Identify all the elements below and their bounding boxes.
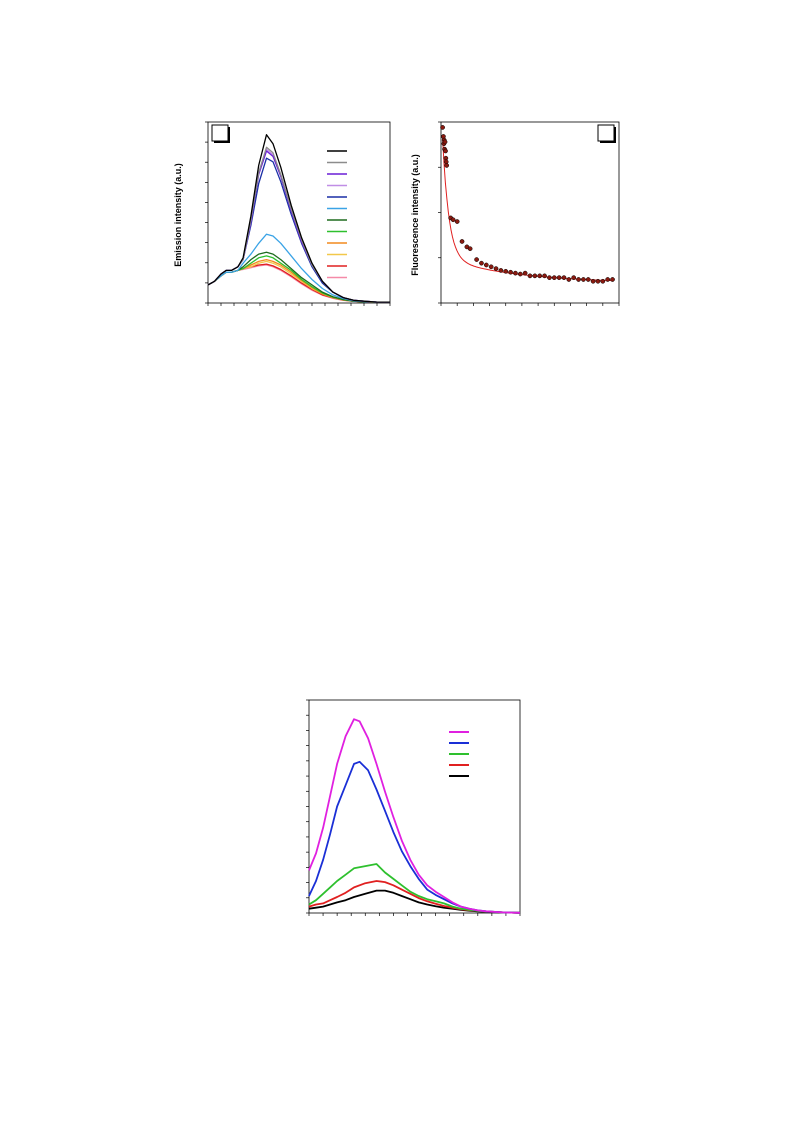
chart2-data-point-1 xyxy=(440,125,445,130)
chart2-data-point-18 xyxy=(479,260,484,266)
chart2-data-point-22 xyxy=(498,268,504,273)
chart2-data-point-27 xyxy=(522,270,528,276)
chart2-data-point-43 xyxy=(600,278,606,284)
chart2-data-point-29 xyxy=(532,273,538,279)
chart2-data-point-26 xyxy=(517,271,523,277)
chart2-data-point-38 xyxy=(576,277,581,282)
chart2-data-point-45 xyxy=(610,277,615,282)
chart2-data-point-41 xyxy=(590,278,596,284)
chart2-fit-curve xyxy=(442,138,613,282)
chart3-plot-frame xyxy=(308,699,521,914)
chart1-series-line-11 xyxy=(207,263,390,303)
chart2-data-point-6 xyxy=(442,139,448,145)
chart2-data-point-33 xyxy=(551,275,557,281)
chart2-data-point-32 xyxy=(547,275,552,281)
chart2-data-point-16 xyxy=(467,246,473,252)
chart1-panel-label-box xyxy=(211,124,229,142)
chart1-series-group xyxy=(207,134,390,303)
chart2-data-point-36 xyxy=(566,277,572,282)
chart1-series-line-6 xyxy=(207,233,390,303)
chart3-series-line-1 xyxy=(308,718,521,914)
chart2-panel-label-box xyxy=(597,124,615,142)
chart2-data-point-31 xyxy=(542,273,547,279)
chart2-data-point-19 xyxy=(483,262,489,268)
chart2-data-point-23 xyxy=(503,268,509,274)
chart2-data-point-14 xyxy=(459,239,465,244)
chart2-data-point-28 xyxy=(527,273,533,279)
chart3-series-line-2 xyxy=(308,760,521,914)
chart2-data-point-39 xyxy=(581,277,586,282)
chart2-data-point-10 xyxy=(444,163,450,168)
chart2-data-point-35 xyxy=(561,275,567,281)
chart2-data-point-42 xyxy=(595,278,601,284)
chart3-series-group xyxy=(308,718,521,914)
chart2-y-axis-title: Fluorescence intensity (a.u.) xyxy=(410,154,420,276)
chart2-data-point-37 xyxy=(571,275,577,281)
chart2-data-point-20 xyxy=(488,264,494,270)
chart3-series-line-4 xyxy=(308,880,521,914)
chart2-data-point-12 xyxy=(450,217,456,223)
chart2-data-point-13 xyxy=(454,219,460,224)
chart2-data-point-24 xyxy=(508,269,513,275)
chart2-data-point-25 xyxy=(513,270,518,276)
chart2-data-point-21 xyxy=(493,266,499,271)
chart2-data-point-30 xyxy=(537,273,543,279)
chart2-data-point-34 xyxy=(556,275,562,281)
chart1-y-axis-title: Emission intensity (a.u.) xyxy=(173,163,183,267)
chart2-data-point-44 xyxy=(605,277,611,282)
chart2-data-point-7 xyxy=(443,148,448,154)
chart2-data-point-40 xyxy=(585,277,591,282)
chart1-series-line-1 xyxy=(207,134,390,303)
chart2-data-point-17 xyxy=(474,257,479,262)
